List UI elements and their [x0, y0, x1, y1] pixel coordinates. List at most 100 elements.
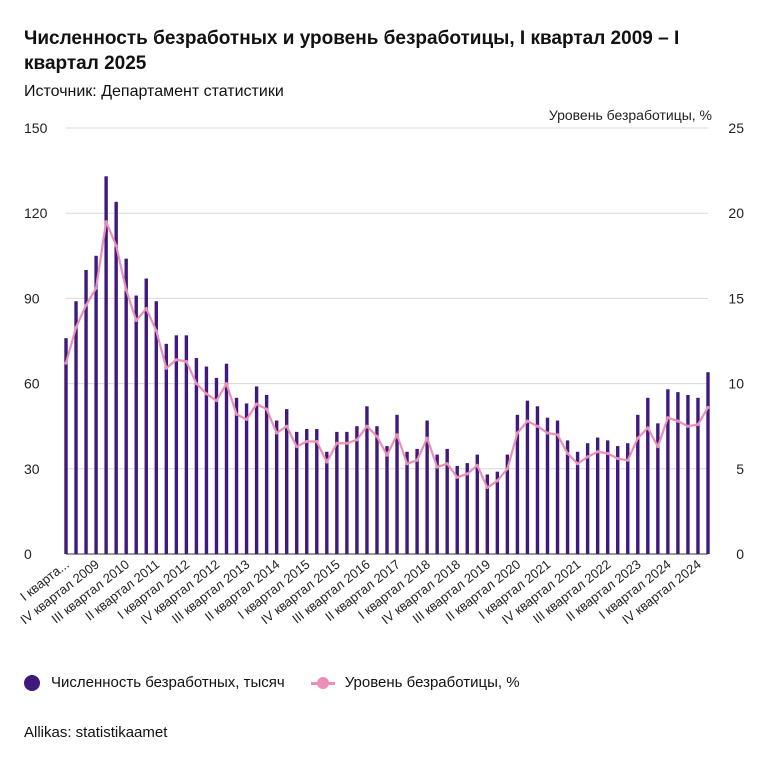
line-point — [94, 286, 98, 290]
bar — [585, 443, 590, 554]
line-point — [515, 431, 520, 435]
right-axis-label: Уровень безработицы, % — [549, 107, 712, 123]
line-point — [355, 438, 359, 442]
bar — [224, 363, 229, 554]
bar — [234, 397, 239, 554]
left-tick-label: 150 — [24, 120, 48, 136]
line-point — [194, 382, 199, 386]
bar — [184, 335, 189, 554]
line-point — [144, 307, 148, 311]
bar — [355, 426, 359, 554]
line-point — [485, 485, 489, 490]
bar — [706, 372, 710, 554]
bar — [465, 463, 469, 554]
bar — [365, 406, 369, 554]
line-point — [666, 416, 670, 420]
bar — [535, 406, 540, 554]
line-point — [636, 436, 640, 440]
line-point — [405, 462, 409, 466]
line-point — [365, 424, 369, 428]
line-point — [285, 424, 289, 428]
line-point — [234, 412, 239, 416]
legend-label: Численность безработных, тысяч — [51, 674, 285, 691]
chart-title: Численность безработных и уровень безраб… — [24, 28, 680, 74]
line-point — [154, 329, 158, 333]
right-tick-label: 20 — [728, 205, 744, 221]
bar — [676, 392, 680, 554]
bar — [305, 429, 309, 554]
line-point — [335, 441, 339, 445]
bar — [455, 465, 459, 554]
bar — [626, 443, 630, 554]
line-point — [616, 456, 620, 461]
bar — [204, 366, 209, 554]
line-point — [204, 392, 209, 396]
bar — [575, 451, 580, 554]
bar — [134, 295, 138, 554]
legend: Численность безработных, тысяч Уровень б… — [24, 674, 546, 691]
bar — [495, 471, 500, 554]
bar — [325, 451, 329, 554]
line-point — [315, 439, 319, 444]
legend-item-line[interactable]: Уровень безработицы, % — [310, 674, 520, 691]
line-point — [475, 463, 479, 467]
left-tick-label: 90 — [24, 290, 40, 306]
right-tick-label: 5 — [736, 461, 744, 477]
line-point — [435, 465, 439, 469]
line-point — [596, 450, 600, 454]
left-tick-label: 60 — [24, 376, 40, 392]
bar — [345, 431, 349, 554]
right-tick-label: 10 — [728, 376, 744, 392]
bar — [605, 440, 610, 554]
bar — [315, 429, 319, 554]
line-point — [184, 359, 188, 364]
line-point — [345, 441, 349, 445]
line-point — [265, 407, 269, 411]
legend-label: Уровень безработицы, % — [344, 674, 520, 691]
bar — [144, 278, 148, 554]
bar — [154, 301, 158, 554]
bar — [284, 409, 289, 554]
bar — [244, 403, 249, 554]
line-point — [495, 479, 499, 483]
line-point — [686, 424, 690, 428]
line-point — [305, 439, 309, 444]
legend-bar-swatch — [24, 674, 40, 691]
line-point — [164, 366, 168, 370]
bar — [254, 386, 259, 554]
line-point — [626, 458, 630, 462]
bar — [475, 454, 479, 554]
bar — [274, 420, 279, 554]
line-point — [646, 426, 650, 430]
line-point — [525, 419, 530, 423]
bar — [124, 258, 128, 554]
line-point — [214, 399, 219, 403]
bar — [595, 437, 600, 554]
legend-item-bars[interactable]: Численность безработных, тысяч — [24, 674, 285, 691]
bar — [405, 451, 409, 554]
line-point — [375, 434, 379, 439]
line-point — [676, 419, 680, 423]
bar — [696, 397, 700, 554]
bar-series — [64, 176, 710, 555]
bar — [415, 448, 419, 554]
line-point — [606, 451, 610, 456]
line-point — [124, 288, 128, 292]
line-point — [656, 445, 660, 449]
left-tick-label: 30 — [24, 461, 40, 477]
bar — [555, 420, 560, 554]
bar — [616, 446, 620, 554]
line-point — [575, 462, 580, 466]
line-point — [104, 220, 108, 224]
chart-subtitle: Источник: Департамент статистики — [24, 83, 284, 100]
line-point — [555, 433, 560, 437]
bar — [114, 201, 118, 554]
source-footer: Allikas: statistikaamet — [24, 724, 168, 741]
bar — [395, 414, 399, 554]
bar — [636, 414, 640, 554]
bar — [94, 255, 98, 555]
line-point — [425, 436, 429, 440]
legend-line-swatch — [310, 675, 335, 691]
left-tick-label: 0 — [24, 546, 32, 562]
left-axis: 0 30 60 90 120 150 — [24, 120, 48, 562]
